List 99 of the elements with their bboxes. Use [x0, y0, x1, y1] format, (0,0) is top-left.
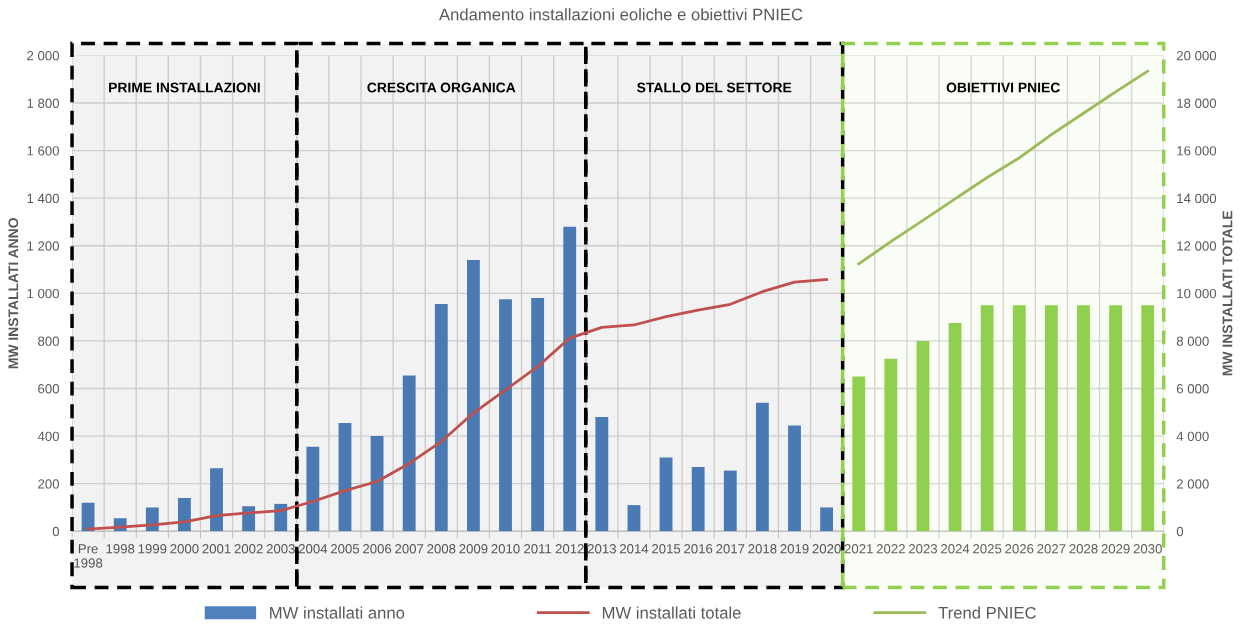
x-tick-label: 2006 — [363, 544, 392, 554]
x-tick-label: 2011 — [524, 544, 552, 554]
x-tick-label: 2001 — [202, 544, 231, 554]
y-tick-label: 1 800 — [27, 98, 60, 108]
x-tick-label: 2007 — [395, 544, 424, 554]
x-tick-label: 2028 — [1069, 544, 1098, 554]
y2-axis-title: MW INSTALLATI TOTALE — [1222, 211, 1233, 376]
x-tick-label: 2022 — [876, 544, 905, 554]
bar — [306, 446, 320, 532]
bar — [466, 260, 480, 532]
y-tick-label: 400 — [37, 431, 60, 441]
x-tick-label: 2012 — [555, 544, 584, 554]
x-tick-label: 2027 — [1037, 544, 1066, 554]
y-tick-label: 0 — [52, 526, 60, 537]
bar — [723, 470, 737, 532]
bar — [1141, 305, 1155, 532]
y-tick-label: 200 — [38, 479, 60, 489]
y2-tick-label: 16 000 — [1177, 146, 1217, 156]
bar — [595, 417, 609, 532]
x-tick-label: 2018 — [748, 544, 777, 554]
bar — [852, 376, 866, 532]
bar — [755, 402, 769, 532]
line-series — [86, 278, 828, 531]
bar — [980, 305, 994, 532]
legend-label: MW installati anno — [270, 606, 405, 619]
x-tick-label: 1999 — [138, 544, 167, 554]
chart-title: Andamento installazioni eoliche e obiettivi PNIEC — [439, 8, 803, 21]
y2-tick-label: 10 000 — [1177, 288, 1217, 299]
y-tick-label: 600 — [38, 384, 60, 394]
bar — [338, 423, 352, 532]
band-label: PRIME INSTALLAZIONI — [109, 82, 260, 93]
x-tick-label: 2025 — [973, 544, 1002, 554]
bar — [499, 299, 512, 532]
bar — [370, 436, 384, 532]
x-tick-label: 2030 — [1133, 544, 1162, 554]
bar — [916, 340, 930, 532]
x-tick-label: 2008 — [427, 544, 456, 554]
bar — [531, 298, 545, 532]
bar — [659, 457, 673, 532]
x-tick-label: 2026 — [1005, 544, 1034, 554]
x-tick-label: 2013 — [587, 544, 616, 554]
y-tick-label: 800 — [38, 336, 60, 346]
y2-tick-label: 0 — [1176, 526, 1184, 537]
bar — [81, 502, 95, 532]
y2-tick-label: 12 000 — [1177, 241, 1217, 251]
bar — [1012, 305, 1026, 532]
line-series — [857, 69, 1150, 266]
bar — [1044, 305, 1058, 532]
x-tick-label: 2021 — [844, 544, 873, 554]
bar — [563, 226, 577, 532]
band-label: CRESCITA ORGANICA — [367, 82, 516, 93]
y-tick-label: 1 200 — [27, 241, 60, 251]
bar — [884, 358, 898, 532]
x-tick-label: 2010 — [491, 544, 520, 554]
x-tick-label: 2000 — [170, 544, 199, 554]
x-tick-label: 2014 — [619, 544, 649, 554]
y2-tick-label: 6 000 — [1176, 384, 1209, 394]
y-tick-label: 1 600 — [27, 146, 60, 156]
y-axis-title: MW INSTALLATI ANNO — [8, 218, 19, 369]
bar — [434, 304, 448, 532]
bar — [402, 375, 416, 532]
x-tick-label: 2009 — [459, 544, 488, 554]
x-tick-label: 2016 — [684, 544, 713, 554]
bar — [210, 468, 223, 532]
y-tick-label: 1 000 — [27, 288, 60, 299]
legend-label: MW installati totale — [602, 606, 741, 619]
x-tick-label: 2004 — [298, 544, 328, 554]
y-tick-label: 2 000 — [27, 50, 60, 61]
x-tick-label: 2024 — [941, 544, 970, 554]
legend-label: Trend PNIEC — [938, 606, 1036, 619]
y2-tick-label: 8 000 — [1176, 336, 1209, 346]
y2-tick-label: 20 000 — [1176, 50, 1217, 61]
bar — [820, 507, 834, 532]
band-label: STALLO DEL SETTORE — [637, 82, 792, 93]
bar — [627, 505, 641, 532]
x-tick-label: 2019 — [780, 544, 809, 554]
y2-tick-label: 4 000 — [1176, 431, 1209, 441]
bar — [691, 467, 705, 532]
x-tick-label: 2005 — [330, 544, 360, 554]
band-label: OBIETTIVI PNIEC — [946, 82, 1060, 93]
bar — [1077, 305, 1090, 532]
y-tick-label: 1 400 — [27, 193, 60, 204]
x-tick-label: 2017 — [716, 544, 745, 554]
y2-tick-label: 2 000 — [1176, 479, 1209, 489]
x-tick-label: 2002 — [234, 544, 263, 554]
bar — [948, 323, 962, 532]
bar — [178, 497, 191, 532]
x-tick-label: 2029 — [1101, 544, 1130, 554]
bar — [1109, 305, 1123, 532]
x-tick-label: 2015 — [652, 544, 681, 554]
x-tick-label: 2003 — [266, 544, 295, 554]
x-tick-label: Pre 1998 — [74, 544, 103, 568]
y2-tick-label: 18 000 — [1177, 98, 1217, 108]
x-tick-label: 2023 — [908, 544, 938, 554]
bar — [274, 503, 288, 532]
y2-tick-label: 14 000 — [1177, 193, 1217, 204]
bar — [788, 425, 801, 532]
x-tick-label: 1998 — [106, 544, 135, 554]
x-tick-label: 2020 — [812, 544, 841, 554]
